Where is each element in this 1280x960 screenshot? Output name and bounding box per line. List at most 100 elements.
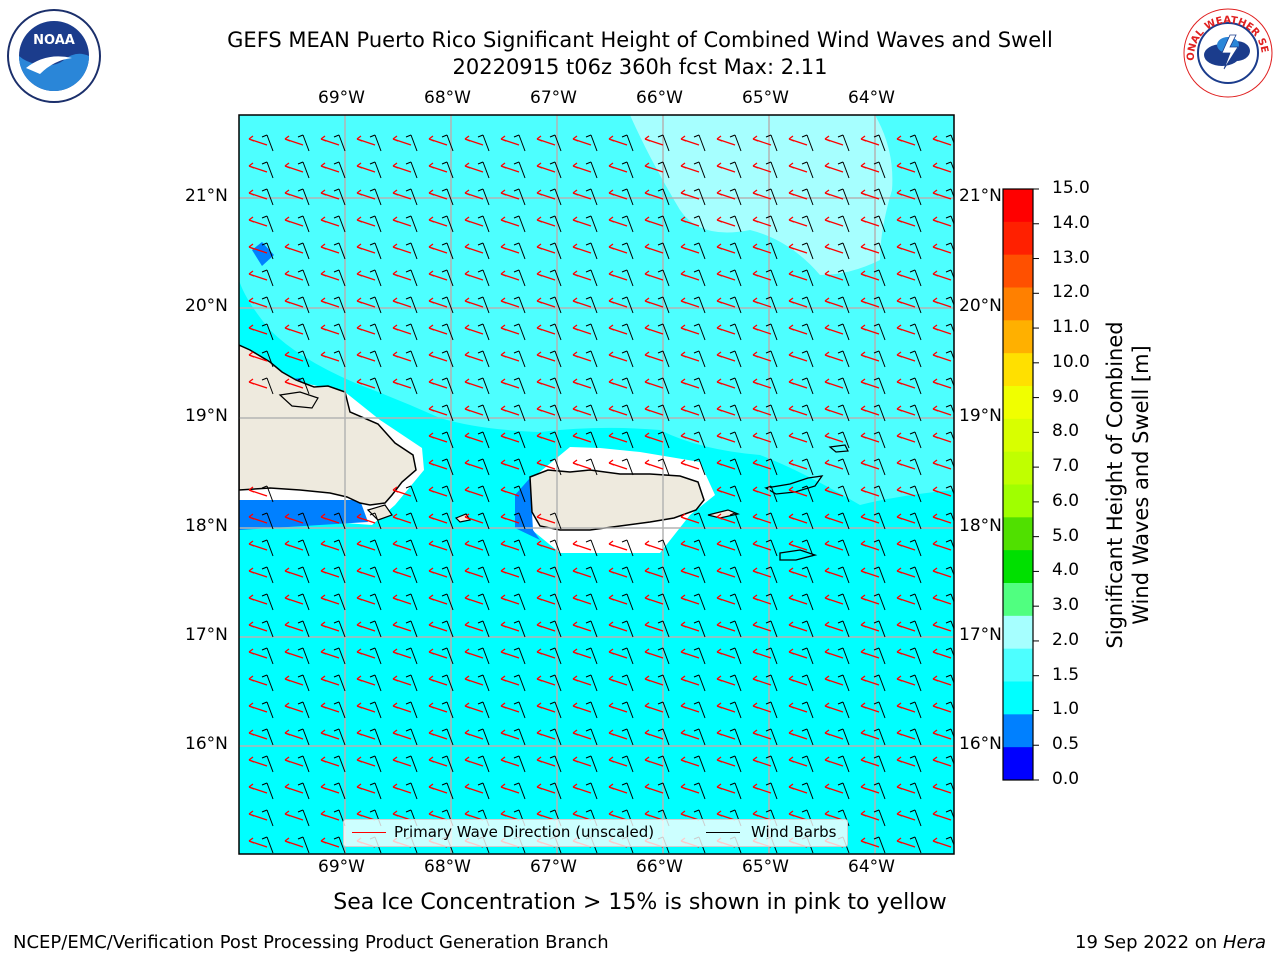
wave-direction-arrow — [788, 756, 808, 767]
wind-barb — [657, 647, 670, 665]
wave-direction-arrow — [392, 486, 412, 497]
wind-barb — [657, 242, 670, 260]
wave-direction-arrow — [536, 621, 556, 632]
wave-direction-arrow — [860, 702, 880, 713]
wind-barb — [369, 647, 382, 665]
vector-field — [248, 134, 954, 854]
wind-barb — [873, 485, 886, 503]
wave-direction-arrow — [680, 783, 700, 794]
wave-direction-arrow — [644, 405, 664, 416]
low-patch-nw — [252, 242, 274, 266]
wave-direction-arrow — [392, 270, 412, 281]
colorbar-segment — [1003, 451, 1033, 485]
wind-barb — [729, 323, 742, 341]
wave-direction-arrow — [428, 297, 448, 308]
wave-direction-arrow — [284, 162, 304, 173]
wind-barb — [729, 755, 742, 773]
wave-direction-arrow — [788, 324, 808, 335]
wind-barb — [909, 728, 922, 746]
wave-direction-arrow — [356, 540, 376, 551]
wind-barb — [477, 755, 490, 773]
wave-direction-arrow — [788, 783, 808, 794]
wave-direction-arrow — [680, 567, 700, 578]
map-area — [239, 115, 954, 854]
wave-direction-arrow — [860, 783, 880, 794]
wave-direction-arrow — [896, 351, 916, 362]
wind-barb — [441, 323, 454, 341]
wave-direction-arrow — [860, 621, 880, 632]
wind-barb — [837, 701, 850, 719]
wave-direction-arrow — [536, 135, 556, 146]
wind-barb — [477, 512, 490, 530]
wave-direction-arrow — [464, 756, 484, 767]
wave-direction-arrow — [608, 135, 628, 146]
wave-direction-arrow — [644, 270, 664, 281]
wind-barb — [549, 323, 562, 341]
wave-direction-arrow — [860, 405, 880, 416]
wind-barb — [945, 647, 954, 658]
wind-barb — [657, 593, 670, 611]
wave-direction-arrow — [824, 756, 844, 767]
wind-barb — [801, 593, 814, 611]
wave-direction-arrow — [680, 135, 700, 146]
wind-barb — [261, 269, 274, 287]
wave-direction-arrow — [320, 810, 340, 821]
wave-direction-arrow — [896, 540, 916, 551]
wave-direction-arrow — [572, 351, 592, 362]
wind-barb — [693, 647, 706, 665]
wave-direction-arrow — [464, 675, 484, 686]
wave-direction-arrow — [320, 675, 340, 686]
wind-barb — [405, 539, 418, 557]
wave-direction-arrow — [284, 513, 304, 524]
wind-barb — [441, 296, 454, 314]
wave-direction-arrow — [752, 594, 772, 605]
wind-barb — [765, 485, 778, 503]
wind-barb — [873, 674, 886, 692]
wind-barb — [693, 161, 706, 179]
wave-direction-arrow — [824, 405, 844, 416]
wave-direction-arrow — [536, 675, 556, 686]
lat-label-right-17n: 17°N — [959, 625, 1002, 645]
wind-barb — [837, 674, 850, 692]
wave-direction-arrow — [896, 648, 916, 659]
wind-barb — [333, 350, 346, 368]
wave-direction-arrow — [824, 135, 844, 146]
wave-direction-arrow — [500, 783, 520, 794]
wind-barb — [909, 809, 922, 827]
wind-barb — [585, 350, 598, 368]
wave-direction-arrow — [752, 540, 772, 551]
wind-barb — [261, 566, 274, 584]
wave-direction-arrow — [644, 351, 664, 362]
wind-barb — [945, 431, 954, 442]
colorbar-segment — [1003, 550, 1033, 584]
colorbar-segment — [1003, 648, 1033, 682]
colorbar-segment — [1003, 484, 1033, 518]
wind-barb — [549, 674, 562, 692]
wave-direction-arrow — [716, 486, 736, 497]
wave-direction-arrow — [392, 702, 412, 713]
wind-barb — [873, 701, 886, 719]
wave-direction-arrow — [428, 351, 448, 362]
wind-barb — [729, 161, 742, 179]
wind-barb — [873, 755, 886, 773]
wave-direction-arrow — [716, 135, 736, 146]
wave-direction-arrow — [716, 567, 736, 578]
colorbar-tick-label: 3.0 — [1052, 595, 1080, 616]
wind-barb — [909, 458, 922, 476]
wave-direction-arrow — [464, 324, 484, 335]
wave-direction-arrow — [248, 675, 268, 686]
wind-barb — [657, 620, 670, 638]
wind-barb — [837, 242, 850, 260]
wave-direction-arrow — [752, 297, 772, 308]
wave-direction-arrow — [788, 675, 808, 686]
wind-barb — [513, 377, 526, 395]
wave-direction-arrow — [320, 756, 340, 767]
wave-direction-arrow — [752, 324, 772, 335]
wind-barb — [585, 728, 598, 746]
wind-barb — [405, 161, 418, 179]
footer-date: 19 Sep 2022 on Hera — [1075, 932, 1266, 953]
wind-barb — [693, 755, 706, 773]
wave-direction-arrow — [356, 243, 376, 254]
wave-direction-arrow — [896, 621, 916, 632]
